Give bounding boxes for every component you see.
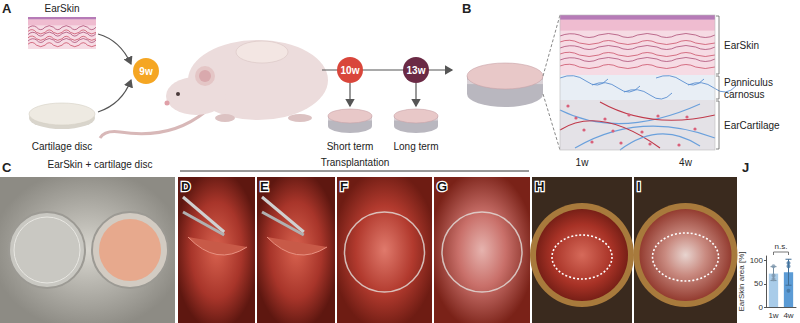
svg-text:Long term: Long term xyxy=(393,141,438,152)
svg-text:H: H xyxy=(535,179,544,194)
svg-text:EarCartilage: EarCartilage xyxy=(724,120,780,131)
svg-text:100: 100 xyxy=(750,256,764,265)
svg-text:10w: 10w xyxy=(341,65,360,76)
svg-text:D: D xyxy=(181,179,190,194)
svg-text:Transplantation: Transplantation xyxy=(321,157,390,168)
svg-text:C: C xyxy=(2,160,12,175)
svg-text:50: 50 xyxy=(754,279,763,288)
svg-text:I: I xyxy=(637,179,641,194)
svg-text:EarSkin: EarSkin xyxy=(724,40,759,51)
svg-text:carnosus: carnosus xyxy=(724,89,765,100)
svg-text:Short term: Short term xyxy=(327,141,374,152)
svg-text:B: B xyxy=(462,1,471,16)
svg-text:n.s.: n.s. xyxy=(775,242,788,251)
svg-text:G: G xyxy=(437,179,447,194)
svg-text:EarSkin area [%]: EarSkin area [%] xyxy=(737,251,746,311)
svg-text:0: 0 xyxy=(759,303,764,312)
svg-text:1w: 1w xyxy=(576,157,590,168)
svg-text:13w: 13w xyxy=(407,65,426,76)
svg-text:Panniculus: Panniculus xyxy=(724,77,773,88)
svg-text:4w: 4w xyxy=(679,157,693,168)
svg-text:E: E xyxy=(260,179,269,194)
svg-text:J: J xyxy=(742,160,749,175)
svg-text:EarSkin: EarSkin xyxy=(44,3,79,14)
svg-text:1w: 1w xyxy=(768,311,778,320)
svg-text:F: F xyxy=(340,179,348,194)
svg-text:Cartilage disc: Cartilage disc xyxy=(32,141,93,152)
svg-text:EarSkin + cartilage disc: EarSkin + cartilage disc xyxy=(48,159,153,170)
svg-text:A: A xyxy=(2,1,12,16)
svg-text:4w: 4w xyxy=(783,311,793,320)
svg-text:9w: 9w xyxy=(139,66,153,77)
